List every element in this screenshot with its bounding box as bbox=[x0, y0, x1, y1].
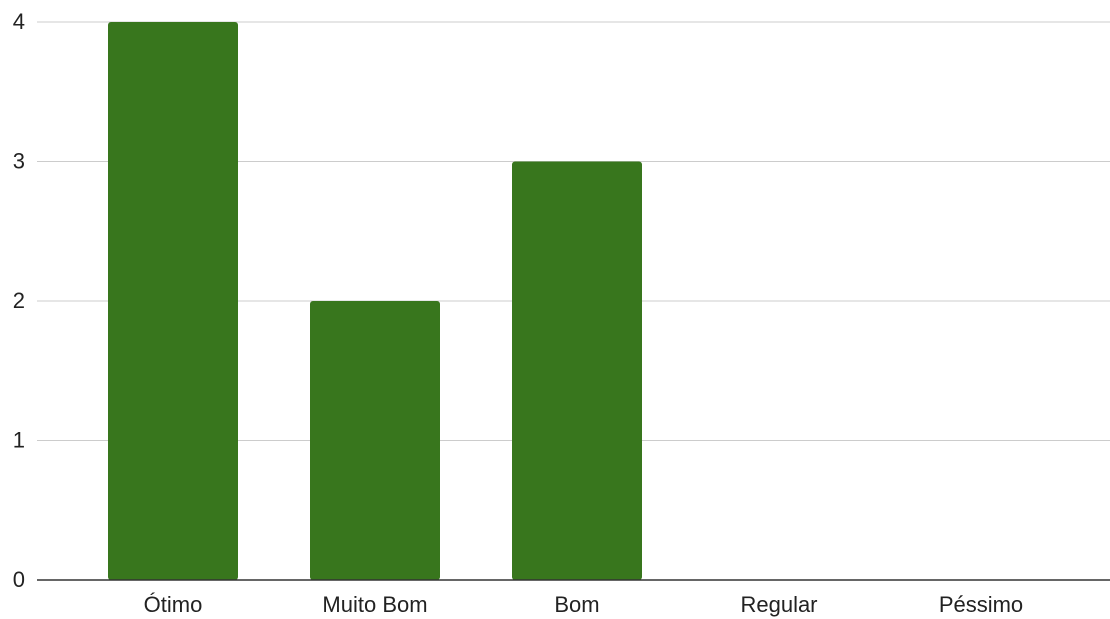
x-axis-category-labels: Ótimo Muito Bom Bom Regular Péssimo bbox=[144, 592, 1024, 617]
bar-3 bbox=[512, 161, 642, 580]
y-tick-label-0: 0 bbox=[13, 567, 25, 592]
bar-2 bbox=[310, 301, 440, 580]
bars bbox=[108, 22, 642, 580]
y-tick-label-1: 1 bbox=[13, 428, 25, 453]
y-axis-tick-labels: 0 1 2 3 4 bbox=[13, 9, 25, 592]
x-category-label-2: Muito Bom bbox=[322, 592, 427, 617]
y-tick-label-4: 4 bbox=[13, 9, 25, 34]
x-category-label-5: Péssimo bbox=[939, 592, 1023, 617]
x-category-label-4: Regular bbox=[740, 592, 817, 617]
y-tick-label-3: 3 bbox=[13, 149, 25, 174]
x-category-label-1: Ótimo bbox=[144, 592, 203, 617]
bar-1 bbox=[108, 22, 238, 580]
y-tick-label-2: 2 bbox=[13, 288, 25, 313]
x-category-label-3: Bom bbox=[554, 592, 599, 617]
